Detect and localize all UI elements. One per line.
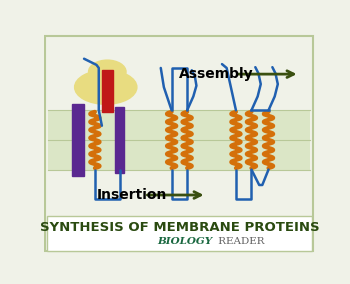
Bar	[72, 104, 84, 176]
Bar	[115, 107, 124, 173]
Text: SYNTHESIS OF MEMBRANE PROTEINS: SYNTHESIS OF MEMBRANE PROTEINS	[40, 221, 319, 234]
Ellipse shape	[89, 60, 126, 83]
FancyBboxPatch shape	[45, 36, 314, 251]
Text: READER: READER	[215, 237, 264, 247]
FancyBboxPatch shape	[47, 216, 312, 251]
Bar	[48, 110, 310, 170]
Ellipse shape	[75, 70, 137, 104]
Bar	[102, 70, 113, 112]
Text: Assembly: Assembly	[179, 67, 254, 81]
Text: BIOLOGY: BIOLOGY	[157, 237, 212, 247]
Text: Insertion: Insertion	[97, 188, 167, 202]
